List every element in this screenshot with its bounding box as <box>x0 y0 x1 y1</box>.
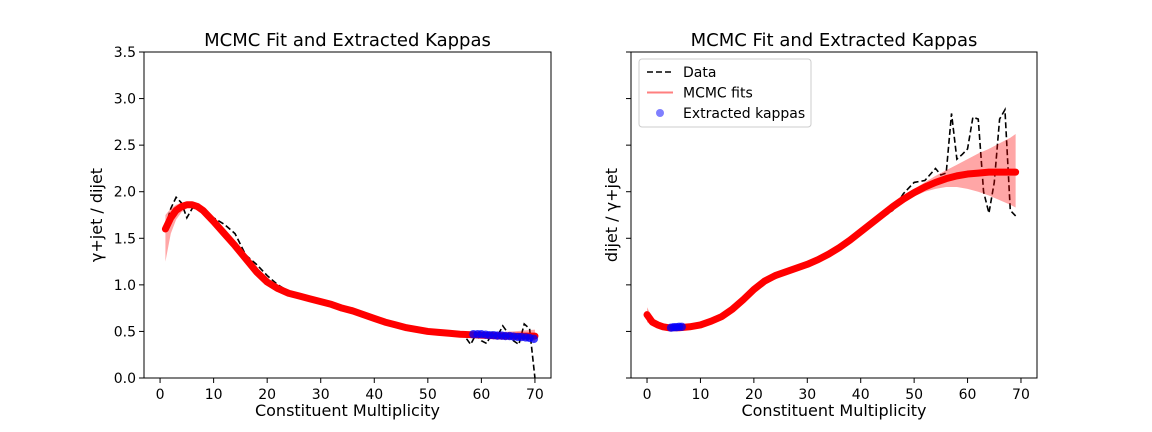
x-axis-label: Constituent Multiplicity <box>255 401 440 420</box>
y-tick-label: 3.5 <box>114 45 136 61</box>
x-tick-label: 40 <box>365 387 383 403</box>
x-tick-label: 40 <box>852 387 870 403</box>
x-tick-label: 50 <box>419 387 437 403</box>
x-tick-label: 0 <box>643 387 652 403</box>
y-tick-label: 1.0 <box>114 278 136 294</box>
mcmc-fit-line <box>643 168 1020 332</box>
plot-area <box>643 106 1020 332</box>
x-tick-label: 70 <box>1012 387 1030 403</box>
y-tick-label: 1.5 <box>114 231 136 247</box>
y-tick-label: 2.5 <box>114 138 136 154</box>
plot-area <box>161 195 539 378</box>
x-tick-label: 50 <box>905 387 923 403</box>
data-line <box>662 106 1017 329</box>
x-tick-label: 0 <box>156 387 165 403</box>
left-plot: 0 10 20 30 40 50 60 70 0.0 0.5 1.0 1.5 2.0 2.5 3.0 3.5 M… <box>87 30 552 420</box>
x-tick-label: 60 <box>959 387 977 403</box>
x-tick-label: 60 <box>472 387 490 403</box>
legend-kappa-swatch <box>656 109 664 117</box>
axes-frame <box>630 51 1038 379</box>
x-tick-label: 10 <box>692 387 710 403</box>
y-tick-label: 0.0 <box>114 371 136 387</box>
legend: Data MCMC fits Extracted kappas <box>638 58 812 128</box>
mcmc-fit-line <box>161 201 539 340</box>
x-tick-label: 10 <box>205 387 223 403</box>
legend-box <box>638 58 812 128</box>
x-tick-label: 20 <box>258 387 276 403</box>
axes-frame <box>143 51 552 379</box>
legend-entry-label: MCMC fits <box>683 86 753 102</box>
legend-entry-label: Data <box>683 65 716 81</box>
y-tick-label: 2.0 <box>114 185 136 201</box>
y-axis-label: γ+jet / dijet <box>87 168 106 262</box>
plot-title: MCMC Fit and Extracted Kappas <box>691 30 978 51</box>
y-tick-label: 3.0 <box>114 92 136 108</box>
mcmc-fit-band <box>647 133 1016 329</box>
x-axis-label: Constituent Multiplicity <box>741 401 926 420</box>
plot-title: MCMC Fit and Extracted Kappas <box>204 30 491 51</box>
kappa-point <box>677 322 686 331</box>
legend-entry-label: Extracted kappas <box>683 106 805 122</box>
kappa-point <box>529 334 539 344</box>
x-tick-label: 70 <box>526 387 544 403</box>
y-tick-label: 0.5 <box>114 324 136 340</box>
x-tick-label: 30 <box>312 387 330 403</box>
y-axis-label: dijet / γ+jet <box>602 168 621 262</box>
x-tick-label: 20 <box>745 387 763 403</box>
data-line <box>164 195 536 378</box>
right-plot: 0 10 20 30 40 50 60 70 MCMC Fit and Extracted Ka… <box>602 30 1038 420</box>
x-tick-label: 30 <box>798 387 816 403</box>
